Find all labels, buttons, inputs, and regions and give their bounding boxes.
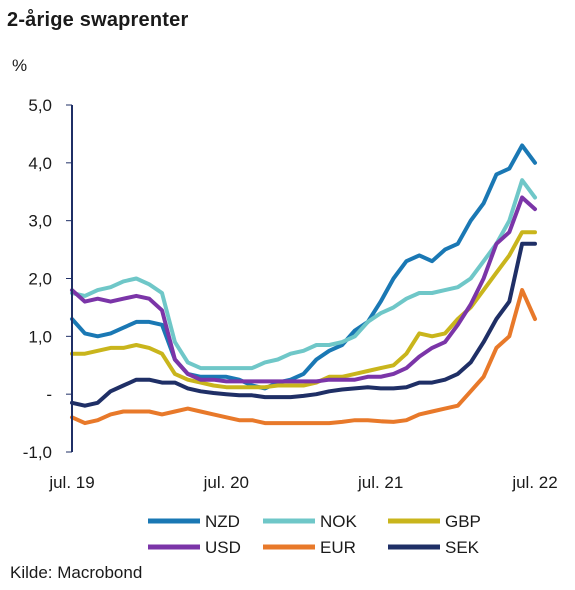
x-axis-ticks: jul. 19 jul. 20 jul. 21 jul. 22 (48, 473, 557, 492)
legend-label-eur: EUR (320, 538, 356, 557)
source-note: Kilde: Macrobond (10, 563, 143, 582)
y-tick-label: - (46, 385, 52, 404)
legend-label-gbp: GBP (445, 512, 481, 531)
legend: NZD NOK GBP USD EUR SEK (148, 512, 481, 557)
y-axis-unit-label: % (12, 56, 28, 75)
series-line-gbp (70, 230, 537, 390)
y-tick-label: 1,0 (28, 327, 52, 346)
series-line-nzd (70, 143, 537, 391)
y-axis-ticks: 5,0 4,0 3,0 2,0 1,0 - -1,0 (23, 96, 72, 462)
y-tick-label: 5,0 (28, 96, 52, 115)
legend-label-nzd: NZD (205, 512, 240, 531)
y-tick-label: 3,0 (28, 212, 52, 231)
series-line-usd (70, 195, 537, 384)
chart-title: 2-årige swaprenter (7, 9, 189, 31)
series-line-nok (70, 178, 537, 371)
legend-label-usd: USD (205, 538, 241, 557)
y-tick-label: -1,0 (23, 443, 52, 462)
legend-label-nok: NOK (320, 512, 358, 531)
x-tick-label: jul. 19 (48, 473, 94, 492)
y-tick-label: 2,0 (28, 270, 52, 289)
x-tick-label: jul. 21 (357, 473, 403, 492)
y-tick-label: 4,0 (28, 154, 52, 173)
series-line-sek (70, 241, 537, 408)
series-line-eur (70, 288, 537, 426)
series-lines (70, 143, 537, 426)
legend-label-sek: SEK (445, 538, 480, 557)
x-tick-label: jul. 20 (203, 473, 249, 492)
x-tick-label: jul. 22 (511, 473, 557, 492)
